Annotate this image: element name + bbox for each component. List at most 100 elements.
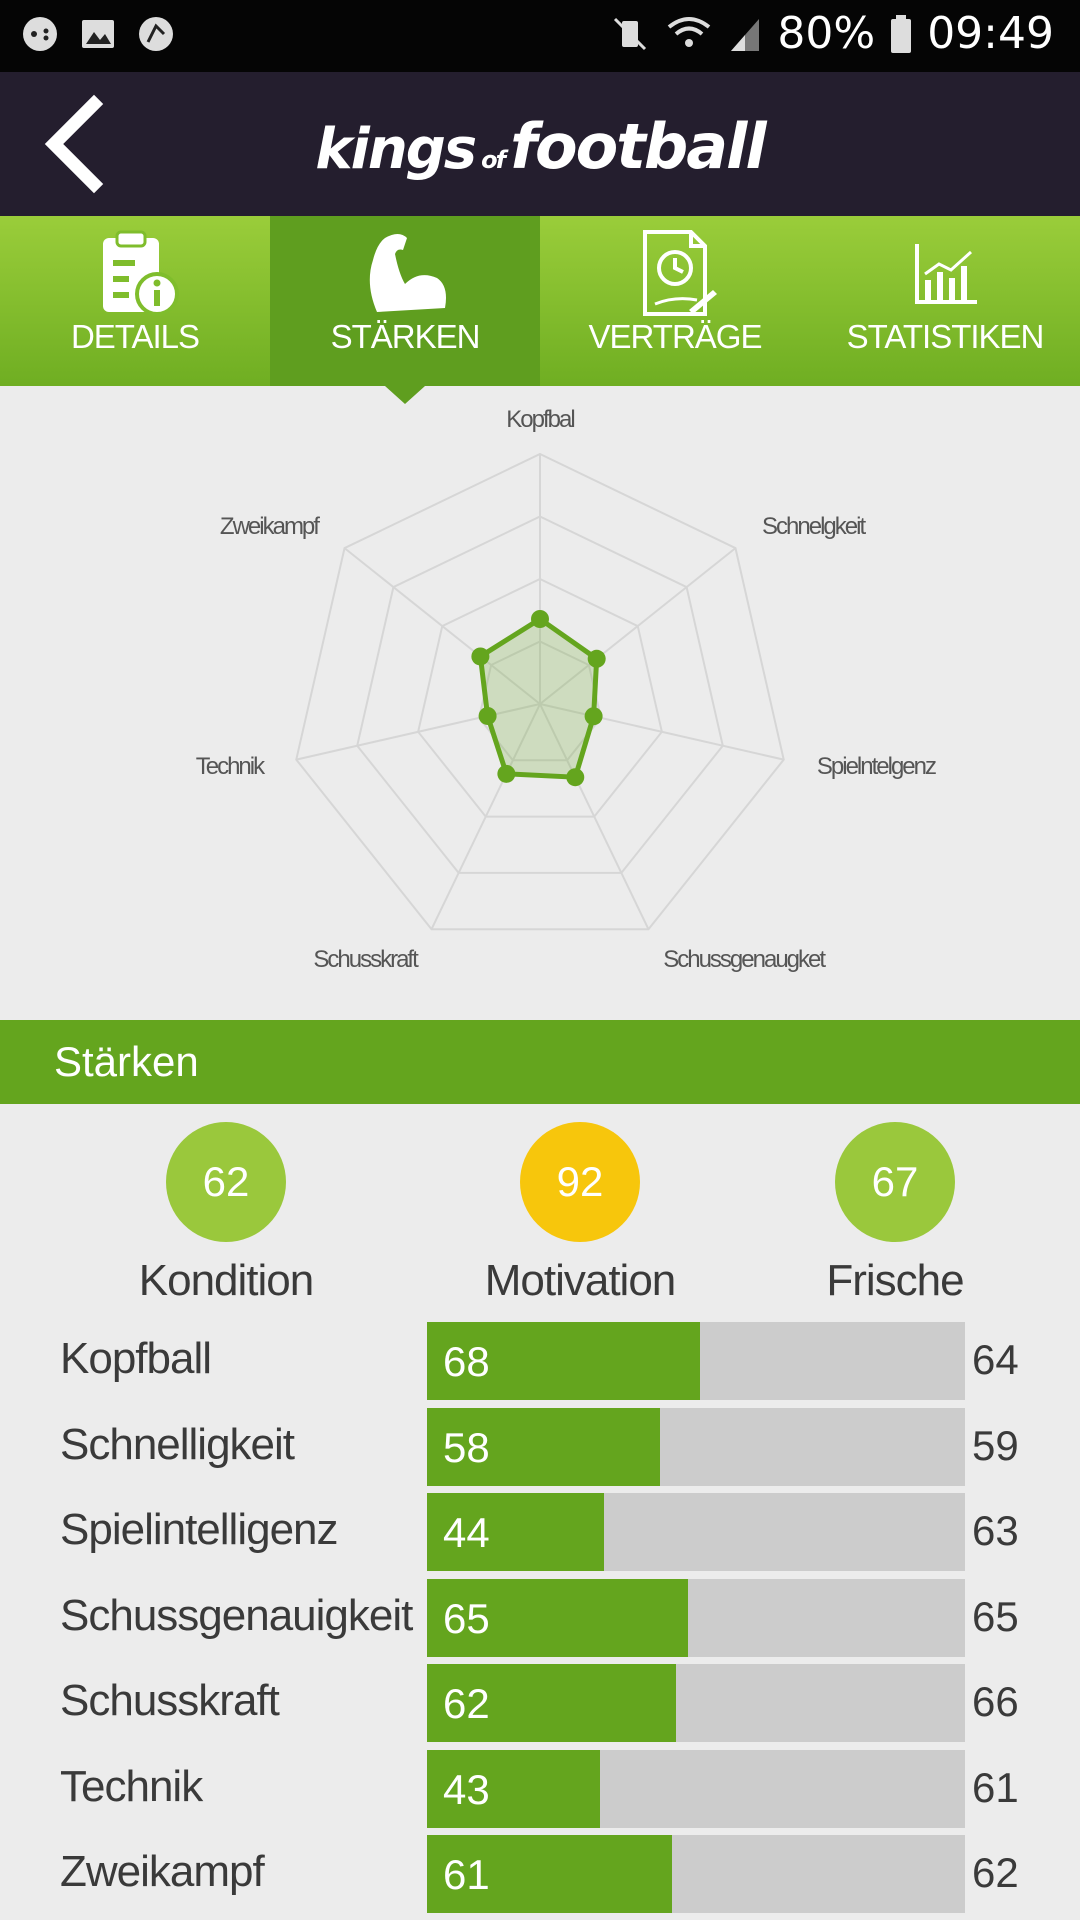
attribute-name: Schusskraft <box>60 1676 280 1725</box>
battery-icon <box>891 14 912 53</box>
radar-data-point <box>566 768 585 787</box>
attribute-bar-fill <box>427 1749 600 1828</box>
attribute-name: Zweikampf <box>60 1847 265 1896</box>
radar-axis-label: Schnelgkeit <box>762 512 866 540</box>
stat-circle: 67 <box>835 1122 955 1242</box>
clock: 09:49 <box>927 8 1054 59</box>
attribute-row: Kopfball 68 64 <box>0 1320 1080 1406</box>
attribute-list: Kopfball 68 64 Schnelligkeit 58 59 Spielintell… <box>0 1320 1080 1919</box>
app-logo: kings offootball <box>0 110 1080 183</box>
tab-label: DETAILS <box>70 318 200 355</box>
attribute-bar-track: 43 <box>427 1749 965 1828</box>
radar-grid-ring <box>477 640 603 762</box>
attribute-bar-fill <box>427 1407 660 1486</box>
flexed-bicep-icon <box>369 234 446 312</box>
attribute-bar-track: 61 <box>427 1835 965 1913</box>
radar-data-point <box>497 764 516 783</box>
app-bar: kings offootball <box>0 72 1080 216</box>
attribute-value: 62 <box>443 1680 490 1727</box>
attribute-bar-fill <box>427 1322 700 1400</box>
tab-vertraege[interactable]: VERTRÄGE <box>540 216 810 386</box>
stat-label: Kondition <box>138 1256 314 1305</box>
attribute-name: Kopfball <box>60 1334 212 1383</box>
attribute-bar-fill <box>427 1493 604 1571</box>
attribute-name: Technik <box>60 1761 203 1811</box>
attribute-value: 61 <box>443 1851 490 1898</box>
back-arrow-icon[interactable] <box>36 94 116 194</box>
stat-circle: 92 <box>520 1122 640 1242</box>
radar-spoke <box>539 703 784 761</box>
radar-axis-label: Kopfbal <box>506 406 575 433</box>
attribute-potential: 63 <box>972 1507 1019 1554</box>
tab-label: STÄRKEN <box>330 318 481 355</box>
attribute-bar-track: 58 <box>427 1407 965 1486</box>
radar-data-point <box>531 610 549 628</box>
radar-axis-label: Schussgenaugket <box>663 945 826 973</box>
radar-axis-label: Technik <box>195 753 265 781</box>
radar-grid-ring <box>295 452 785 931</box>
attribute-row: Schusskraft 62 66 <box>0 1662 1080 1748</box>
radar-grid-ring <box>417 577 663 818</box>
soccer-app-icon <box>139 17 173 51</box>
attribute-bar-track: 44 <box>427 1493 965 1571</box>
stat-label: Frische <box>826 1256 964 1305</box>
attribute-potential: 61 <box>972 1763 1019 1811</box>
radar-data-polygon <box>477 615 600 780</box>
attribute-value: 58 <box>443 1423 490 1471</box>
attribute-bar-fill <box>427 1835 672 1913</box>
radar-axis-label: Schusskraft <box>313 945 418 973</box>
tab-details[interactable]: DETAILS <box>0 216 270 386</box>
attribute-value: 43 <box>443 1765 490 1813</box>
attribute-potential: 59 <box>972 1421 1019 1469</box>
tab-bar: DETAILS STÄRKEN VERTRÄGE STATISTIKEN <box>0 216 1080 386</box>
brand-kings: kings <box>315 117 477 182</box>
battery-percent: 80% <box>777 8 876 59</box>
bar-chart-icon <box>915 244 977 304</box>
attribute-bar-fill <box>427 1578 688 1657</box>
radar-axis-label: Zweikampf <box>219 512 320 540</box>
tab-staerken[interactable]: STÄRKEN <box>270 216 540 386</box>
brand-of: of <box>481 146 506 174</box>
radar-spoke <box>296 703 541 761</box>
radar-chart-svg <box>295 452 785 931</box>
radar-chart: Kopfbal Schnelgkeit Spielntelgenz Schussgen… <box>0 386 1080 1020</box>
attribute-row: Schnelligkeit 58 59 <box>0 1406 1080 1492</box>
attribute-value: 68 <box>443 1338 490 1385</box>
radar-grid-ring <box>356 515 724 874</box>
attribute-value: 65 <box>443 1594 490 1642</box>
radar-data-point <box>478 706 497 725</box>
attribute-value: 44 <box>443 1509 490 1556</box>
radar-axis-label: Spielntelgenz <box>816 753 937 781</box>
stat-motivation: 92 Motivation <box>450 1122 710 1306</box>
attribute-bar-track: 62 <box>427 1664 965 1742</box>
radar-spoke <box>343 547 541 705</box>
attribute-bar-fill <box>427 1664 676 1742</box>
wifi-icon <box>668 16 711 47</box>
stat-frische: 67 Frische <box>765 1122 1025 1306</box>
attribute-name: Spielintelligenz <box>60 1505 339 1554</box>
image-icon <box>82 20 114 48</box>
tab-label: VERTRÄGE <box>588 318 763 355</box>
attribute-potential: 62 <box>972 1849 1019 1896</box>
attribute-bar-track: 65 <box>427 1578 965 1657</box>
brand-football: football <box>510 110 767 183</box>
radar-data-point <box>587 649 606 668</box>
stat-circle: 62 <box>166 1122 286 1242</box>
radar-data-point <box>584 707 603 726</box>
attribute-name: Schussgenauigkeit <box>60 1590 413 1640</box>
attribute-bar-track: 68 <box>427 1322 965 1400</box>
section-title: Stärken <box>54 1038 199 1085</box>
attribute-row: Zweikampf 61 62 <box>0 1833 1080 1919</box>
active-tab-indicator <box>385 386 425 404</box>
tab-statistiken[interactable]: STATISTIKEN <box>810 216 1080 386</box>
attribute-row: Technik 43 61 <box>0 1748 1080 1834</box>
attribute-name: Schnelligkeit <box>60 1419 295 1469</box>
section-header: Stärken <box>0 1020 1080 1104</box>
stat-kondition: 62 Kondition <box>96 1122 356 1306</box>
attribute-potential: 66 <box>972 1678 1019 1725</box>
document-info-icon <box>103 230 179 316</box>
radar-spoke <box>430 703 541 930</box>
signal-icon <box>731 18 760 51</box>
stat-label: Motivation <box>484 1256 677 1305</box>
attribute-row: Spielintelligenz 44 63 <box>0 1491 1080 1577</box>
